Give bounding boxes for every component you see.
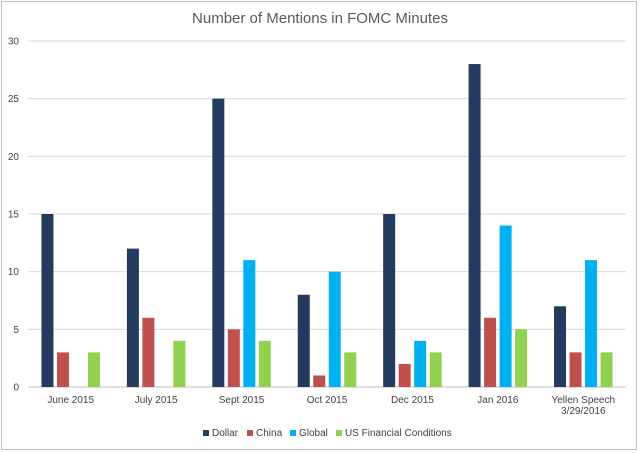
bar-us-financial-conditions-4: [344, 352, 357, 387]
gridlines: [28, 40, 626, 388]
legend: Dollar China Global US Financial Conditions: [203, 428, 452, 439]
bar-dollar-3: [212, 98, 225, 388]
bar-global-7: [585, 260, 598, 387]
bar-us-financial-conditions-2: [173, 340, 186, 387]
bar-dollar-5: [383, 214, 396, 387]
bar-dollar-7: [554, 306, 567, 387]
y-tick-label: 30: [8, 37, 20, 48]
x-tick-label: Oct 2015: [307, 395, 348, 406]
x-tick-label: Jan 2016: [477, 395, 519, 406]
bar-china-2: [142, 317, 155, 387]
bar-dollar-1: [41, 214, 54, 387]
y-tick-label: 25: [8, 94, 20, 105]
chart-title: Number of Mentions in FOMC Minutes: [192, 10, 448, 27]
bar-china-1: [56, 352, 69, 387]
bar-global-6: [499, 225, 512, 387]
legend-label: Dollar: [212, 428, 239, 439]
bar-china-5: [398, 363, 411, 387]
y-tick-label: 5: [13, 325, 19, 336]
x-tick-label: July 2015: [135, 395, 178, 406]
y-axis-ticks: 0 5 10 15 20 25 30: [8, 37, 20, 394]
x-axis-ticks: June 2015 July 2015 Sept 2015 Oct 2015 Dec 2…: [47, 395, 615, 417]
bar-china-4: [313, 375, 326, 387]
bar-china-3: [227, 329, 240, 387]
x-tick-label: Sept 2015: [219, 395, 265, 406]
bars: [41, 64, 613, 388]
x-tick-label: June 2015: [47, 395, 94, 406]
legend-swatch: [203, 430, 209, 436]
bar-us-financial-conditions-1: [87, 352, 100, 387]
legend-swatch: [290, 430, 296, 436]
legend-swatch: [336, 430, 342, 436]
y-tick-label: 15: [8, 210, 20, 221]
y-tick-label: 0: [13, 383, 19, 394]
bar-china-7: [569, 352, 582, 387]
legend-label: US Financial Conditions: [345, 428, 452, 439]
legend-label: China: [256, 428, 283, 439]
bar-us-financial-conditions-3: [258, 340, 271, 387]
legend-swatch: [247, 430, 253, 436]
bar-global-4: [328, 271, 341, 387]
legend-label: Global: [299, 428, 328, 439]
x-tick-label: Dec 2015: [391, 395, 434, 406]
bar-dollar-2: [126, 248, 139, 387]
x-tick-label: Yellen Speech 3/29/2016: [551, 395, 615, 417]
bar-us-financial-conditions-6: [515, 329, 528, 387]
bar-dollar-4: [297, 294, 310, 387]
bar-global-3: [243, 260, 256, 387]
bar-us-financial-conditions-5: [429, 352, 442, 387]
bar-china-6: [484, 317, 497, 387]
bar-global-5: [414, 340, 427, 387]
bar-dollar-6: [468, 64, 481, 388]
bar-us-financial-conditions-7: [600, 352, 613, 387]
y-tick-label: 10: [8, 267, 20, 278]
y-tick-label: 20: [8, 152, 20, 163]
